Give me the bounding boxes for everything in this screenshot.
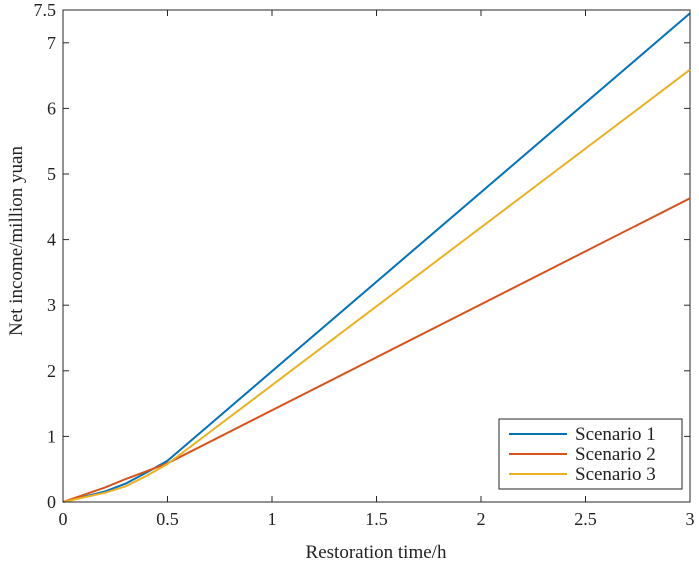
y-tick-label: 6	[47, 98, 56, 118]
series-line-3	[62, 68, 691, 503]
y-axis-label: Net income/million yuan	[6, 146, 27, 336]
y-tick-label: 4	[47, 230, 56, 250]
y-tick-label: 2	[47, 361, 56, 381]
legend-label-2: Scenario 2	[575, 444, 656, 465]
x-tick-label: 2	[477, 509, 486, 529]
x-tick-label: 0	[59, 509, 68, 529]
x-tick-label: 1	[268, 509, 277, 529]
x-tick-label: 3	[686, 509, 695, 529]
y-tick-label: 1	[47, 426, 56, 446]
x-axis-label: Restoration time/h	[306, 542, 447, 563]
legend-label-1: Scenario 1	[575, 424, 656, 445]
x-tick-label: 1.5	[365, 509, 388, 529]
x-tick-label: 2.5	[574, 509, 597, 529]
legend-label-3: Scenario 3	[575, 464, 656, 485]
series-layer	[62, 12, 691, 503]
x-tick-label: 0.5	[156, 509, 179, 529]
y-tick-label: 5	[47, 164, 56, 184]
y-tick-label: 3	[47, 295, 56, 315]
ticks-layer: 0 0.5 1 1.5 2 2.5 3 0 1 2 3 4 5 6 7 7.5	[34, 0, 695, 529]
y-tick-label: 7.5	[34, 0, 57, 20]
y-tick-label: 7	[47, 33, 56, 53]
y-tick-label: 0	[47, 492, 56, 512]
